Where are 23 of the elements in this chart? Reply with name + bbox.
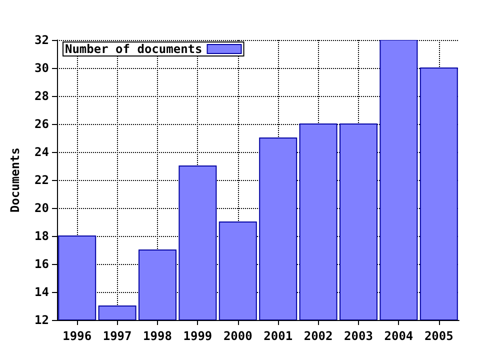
x-tick-label: 1998 xyxy=(143,329,172,343)
x-tick-label: 2001 xyxy=(264,329,293,343)
y-tick-label: 28 xyxy=(34,89,49,103)
y-tick-label: 32 xyxy=(34,33,49,47)
x-tick-label: 2003 xyxy=(344,329,373,343)
y-tick-label: 26 xyxy=(34,117,49,131)
y-tick-label: 20 xyxy=(34,201,49,215)
x-tick-label: 1999 xyxy=(183,329,212,343)
legend-label: Number of documents xyxy=(64,42,202,56)
y-tick-label: 24 xyxy=(34,145,49,159)
x-tick-label: 2005 xyxy=(424,329,454,343)
x-tick-label: 2002 xyxy=(304,329,333,343)
x-tick-label: 1996 xyxy=(62,329,92,343)
x-tick-label: 1997 xyxy=(102,329,132,343)
y-tick-label: 22 xyxy=(34,173,49,187)
y-tick-label: 12 xyxy=(34,313,49,327)
y-tick-label: 14 xyxy=(34,285,49,299)
x-tick-label: 2004 xyxy=(384,329,414,343)
y-tick-label: 30 xyxy=(34,61,49,75)
x-tick-label: 2000 xyxy=(223,329,252,343)
y-tick-label: 16 xyxy=(34,257,49,271)
y-axis-title: Documents xyxy=(8,147,22,213)
y-tick-label: 18 xyxy=(34,229,49,243)
